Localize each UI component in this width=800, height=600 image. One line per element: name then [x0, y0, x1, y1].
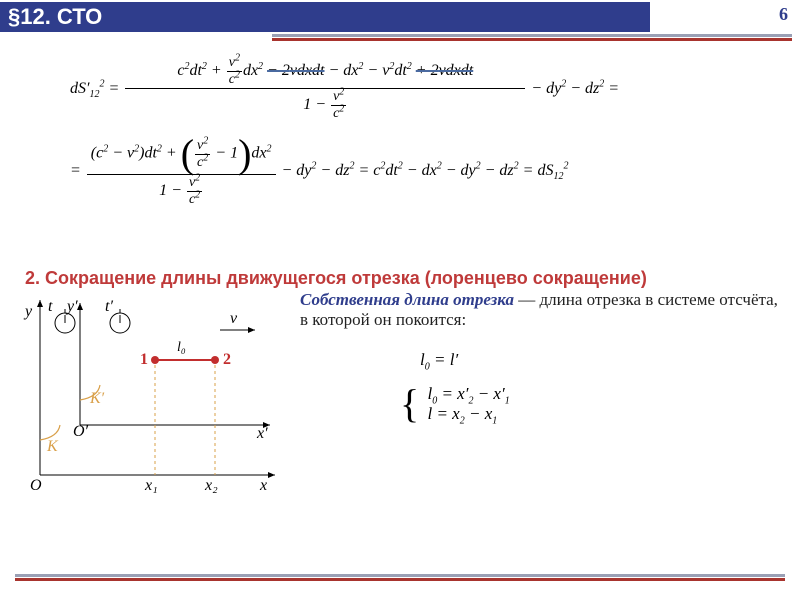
label-xp: x′ — [257, 425, 268, 443]
label-2: 2 — [223, 351, 231, 369]
label-yp: y′ — [67, 298, 78, 316]
label-tp: t′ — [105, 298, 113, 316]
spacetime-diagram: y t y′ t′ v l₀ 1 2 K′ O′ x′ K O x x₁ x₂ — [20, 295, 280, 495]
label-Op: O′ — [73, 423, 88, 441]
label-x1: x₁ — [145, 477, 158, 495]
section-heading: 2. Сокращение длины движущегося отрезка … — [25, 268, 647, 289]
page-number: 6 — [779, 4, 788, 25]
header-rule — [272, 34, 792, 40]
label-l0: l₀ — [177, 340, 186, 356]
title-bar: §12. СТО — [0, 2, 650, 32]
equation-system: { l0 = x′2 − x′1 l = x2 − x1 — [400, 380, 510, 427]
label-v: v — [230, 310, 237, 328]
equation-block: dS′122 = c2dt2 + v2c2dx2 − 2vdxdt − dx2 … — [70, 55, 720, 208]
definition-text: Собственная длина отрезка — длина отрезк… — [300, 290, 780, 330]
term: Собственная длина отрезка — [300, 290, 514, 309]
label-O: O — [30, 477, 42, 495]
label-x: x — [260, 477, 267, 495]
label-y: y — [25, 303, 32, 321]
label-K: K — [47, 438, 58, 456]
label-x2: x₂ — [205, 477, 218, 495]
label-Kp: K′ — [90, 390, 104, 408]
equation-l0: l0 = l′ — [420, 350, 458, 370]
footer-rule — [15, 574, 785, 580]
label-1: 1 — [140, 351, 148, 369]
label-t: t — [48, 298, 52, 316]
